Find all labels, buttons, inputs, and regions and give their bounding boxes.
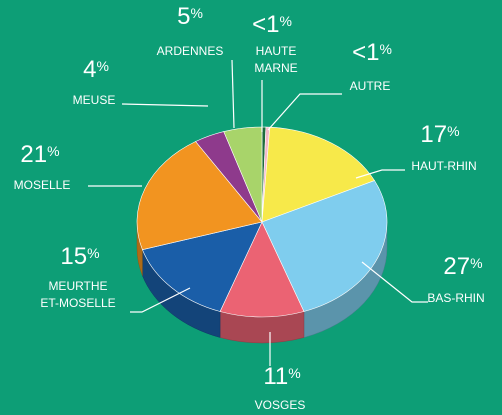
value-label: 17% — [420, 121, 459, 148]
category-label: MOSELLE — [14, 178, 71, 192]
pie-slice — [219, 221, 305, 318]
leader-line — [231, 59, 235, 129]
value-unit: % — [279, 13, 291, 29]
value-number: 11 — [263, 363, 288, 390]
value-unit: % — [190, 5, 202, 21]
value-number: 21 — [20, 141, 47, 168]
value-unit: % — [87, 245, 99, 261]
value-number: 17 — [420, 121, 447, 148]
value-number: <1 — [252, 11, 279, 38]
category-label: HAUT-RHIN — [411, 159, 476, 173]
category-label: MEUSE — [73, 93, 116, 107]
value-number: 15 — [60, 243, 87, 270]
value-label: <1% — [252, 11, 292, 38]
leader-line — [267, 93, 342, 131]
value-unit: % — [379, 41, 391, 57]
value-label: 21% — [20, 141, 59, 168]
value-unit: % — [96, 58, 108, 74]
value-label: 27% — [443, 253, 482, 280]
leader-line — [130, 287, 191, 313]
value-number: 27 — [443, 253, 470, 280]
category-label: HAUTE MARNE — [254, 44, 297, 75]
value-label: 11% — [263, 363, 300, 390]
leader-line — [361, 261, 428, 303]
category-line: HAUTE — [256, 44, 297, 58]
category-label: VOSGES — [255, 398, 306, 412]
value-unit: % — [47, 143, 59, 159]
value-number: 4 — [83, 56, 96, 83]
value-label: 15% — [60, 243, 99, 270]
pie-slice — [261, 180, 388, 312]
value-label: 4% — [83, 56, 109, 83]
leader-line — [121, 103, 209, 107]
category-line: MEURTHE — [48, 279, 107, 293]
category-label: BAS-RHIN — [427, 291, 484, 305]
category-line: MARNE — [254, 61, 297, 75]
category-label: MEURTHE ET-MOSELLE — [40, 279, 115, 310]
value-unit: % — [447, 123, 459, 139]
category-line: ET-MOSELLE — [40, 296, 115, 310]
pie-slice — [136, 141, 263, 251]
category-label: ARDENNES — [157, 44, 224, 58]
value-unit: % — [470, 255, 482, 271]
value-unit: % — [288, 365, 300, 381]
pie-slice — [142, 221, 263, 312]
value-label: <1% — [352, 39, 392, 66]
value-number: 5 — [177, 3, 190, 30]
value-number: <1 — [352, 39, 379, 66]
leader-line — [355, 169, 405, 179]
category-label: AUTRE — [350, 79, 391, 93]
value-label: 5% — [177, 3, 203, 30]
